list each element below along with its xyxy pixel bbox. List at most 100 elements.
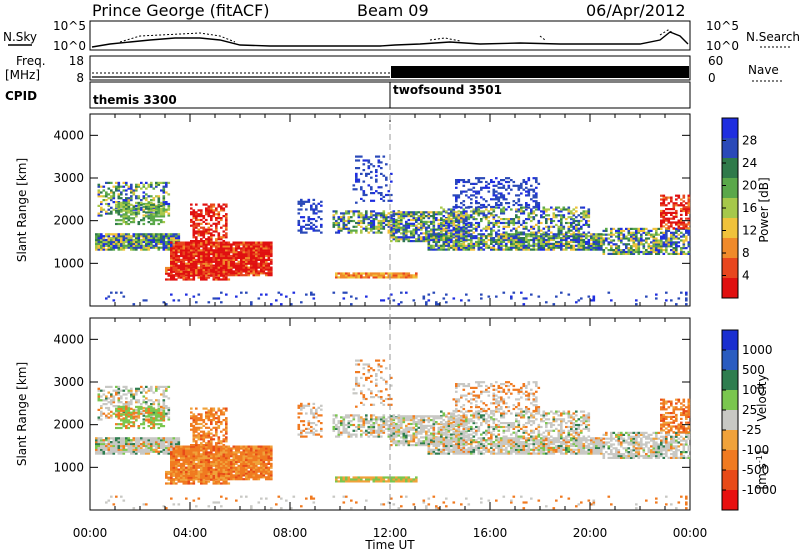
- power-cell: [588, 235, 591, 237]
- power-cell: [208, 259, 211, 261]
- power-cell: [528, 214, 531, 216]
- power-cell: [193, 259, 196, 261]
- power-cell: [655, 241, 658, 243]
- power-cell: [575, 226, 578, 228]
- power-cell: [433, 223, 436, 225]
- power-cell: [153, 241, 156, 243]
- power-cell: [688, 232, 691, 234]
- power-cell: [215, 243, 218, 245]
- power-cell: [455, 249, 458, 251]
- power-cell: [183, 275, 186, 277]
- power-cell: [670, 225, 673, 227]
- power-cell: [95, 233, 98, 235]
- power-cell: [125, 208, 128, 210]
- velocity-cell: [155, 441, 158, 443]
- nave-series-block: [391, 66, 689, 78]
- power-cell: [383, 226, 386, 228]
- power-cell: [245, 242, 248, 244]
- power-cell: [673, 208, 676, 210]
- velocity-cell: [173, 439, 176, 441]
- power-cell: [195, 267, 198, 269]
- power-cell: [233, 267, 236, 269]
- power-cell: [220, 275, 223, 277]
- colorbar-swatch: [722, 138, 738, 159]
- power-cell: [673, 206, 676, 208]
- velocity-cell: [163, 401, 166, 403]
- power-cell: [668, 230, 671, 232]
- power-cell: [160, 215, 163, 217]
- power-cell: [675, 303, 678, 305]
- velocity-cell: [105, 397, 108, 399]
- power-cell: [523, 297, 526, 299]
- colorbar-tick-label: 4: [742, 269, 750, 283]
- power-cell: [525, 239, 528, 241]
- power-cell: [505, 181, 508, 183]
- power-cell: [470, 237, 473, 239]
- power-cell: [360, 222, 363, 224]
- power-cell: [658, 243, 661, 245]
- power-cell: [673, 204, 676, 206]
- power-cell: [580, 245, 583, 247]
- power-cell: [685, 232, 688, 234]
- power-cell: [383, 222, 386, 224]
- power-cell: [570, 239, 573, 241]
- power-cell: [108, 235, 111, 237]
- velocity-cell: [138, 441, 141, 443]
- power-cell: [175, 255, 178, 257]
- power-cell: [585, 233, 588, 235]
- power-cell: [468, 179, 471, 181]
- power-cell: [200, 245, 203, 247]
- power-cell: [650, 253, 653, 255]
- power-cell: [655, 234, 658, 236]
- power-cell: [675, 212, 678, 214]
- power-cell: [348, 276, 351, 278]
- power-cell: [218, 275, 221, 277]
- power-cell: [610, 234, 613, 236]
- power-cell: [193, 269, 196, 271]
- velocity-cell: [133, 445, 136, 447]
- power-cell: [213, 273, 216, 275]
- power-cell: [165, 247, 168, 249]
- power-cell: [190, 267, 193, 269]
- power-cell: [213, 211, 216, 213]
- power-cell: [163, 237, 166, 239]
- power-cell: [383, 228, 386, 230]
- power-cell: [428, 239, 431, 241]
- velocity-cell: [103, 403, 106, 405]
- power-cell: [433, 215, 436, 217]
- power-cell: [460, 237, 463, 239]
- power-cell: [478, 212, 481, 214]
- velocity-cell: [158, 437, 161, 439]
- power-cell: [233, 270, 236, 272]
- velocity-cell: [125, 441, 128, 443]
- power-cell: [113, 233, 116, 235]
- power-cell: [425, 211, 428, 213]
- power-cell: [458, 179, 461, 181]
- power-cell: [163, 188, 166, 190]
- power-cell: [673, 232, 676, 234]
- power-cell: [505, 226, 508, 228]
- velocity-cell: [130, 408, 133, 410]
- power-cell: [463, 216, 466, 218]
- power-cell: [220, 251, 223, 253]
- power-cell: [205, 211, 208, 213]
- power-cell: [535, 206, 538, 208]
- power-cell: [468, 299, 471, 301]
- freq-left-tick-top: 18: [69, 54, 84, 68]
- power-cell: [518, 204, 521, 206]
- power-cell: [650, 245, 653, 247]
- power-cell: [505, 235, 508, 237]
- power-cell: [538, 220, 541, 222]
- power-cell: [480, 177, 483, 179]
- power-cell: [538, 243, 541, 245]
- power-cell: [655, 249, 658, 251]
- power-cell: [210, 265, 213, 267]
- velocity-cell: [158, 447, 161, 449]
- power-cell: [488, 228, 491, 230]
- power-cell: [203, 253, 206, 255]
- velocity-cell: [118, 417, 121, 419]
- velocity-cell: [133, 415, 136, 417]
- power-cell: [435, 217, 438, 219]
- power-cell: [233, 251, 236, 253]
- velocity-cell: [110, 451, 113, 453]
